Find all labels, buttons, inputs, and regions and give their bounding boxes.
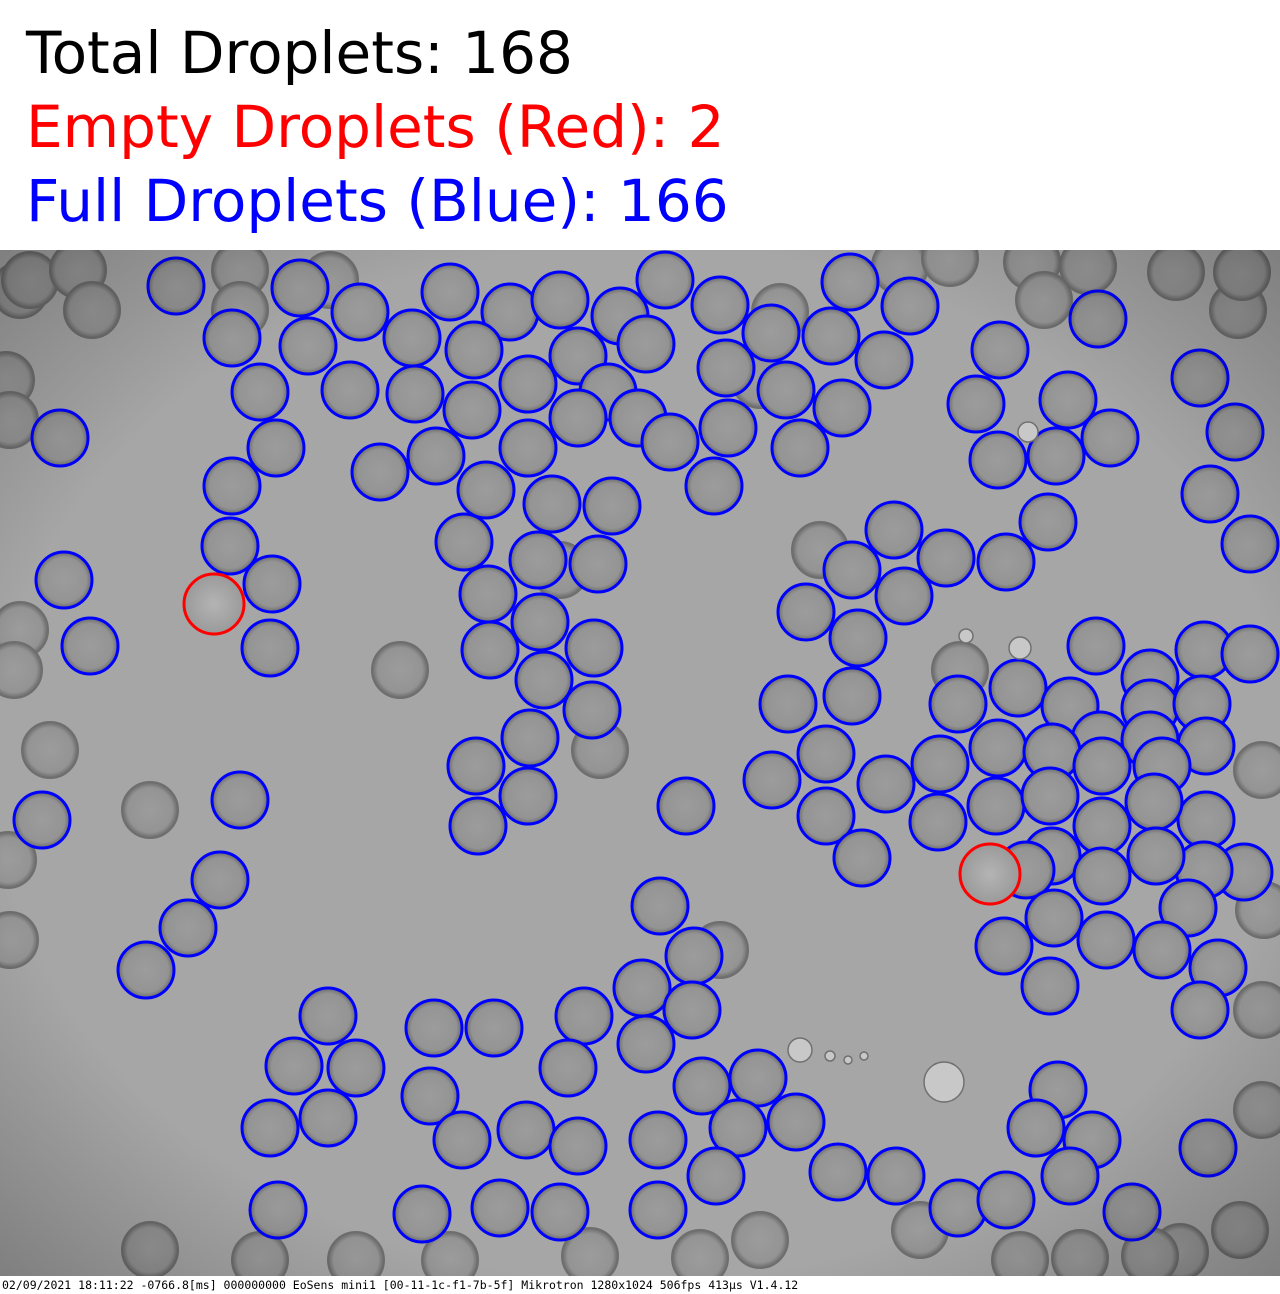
droplet-overlay (0, 250, 1280, 1276)
total-droplets-label: Total Droplets: 168 (26, 19, 573, 87)
count-header: Total Droplets: 168 Empty Droplets (Red)… (0, 0, 1280, 250)
camera-metadata-bar: 02/09/2021 18:11:22 -0766.8[ms] 00000000… (0, 1276, 1280, 1294)
microscope-image (0, 250, 1280, 1276)
full-droplets-label: Full Droplets (Blue): 166 (26, 167, 729, 235)
empty-droplets-label: Empty Droplets (Red): 2 (26, 93, 725, 161)
vignette (0, 250, 1280, 1276)
